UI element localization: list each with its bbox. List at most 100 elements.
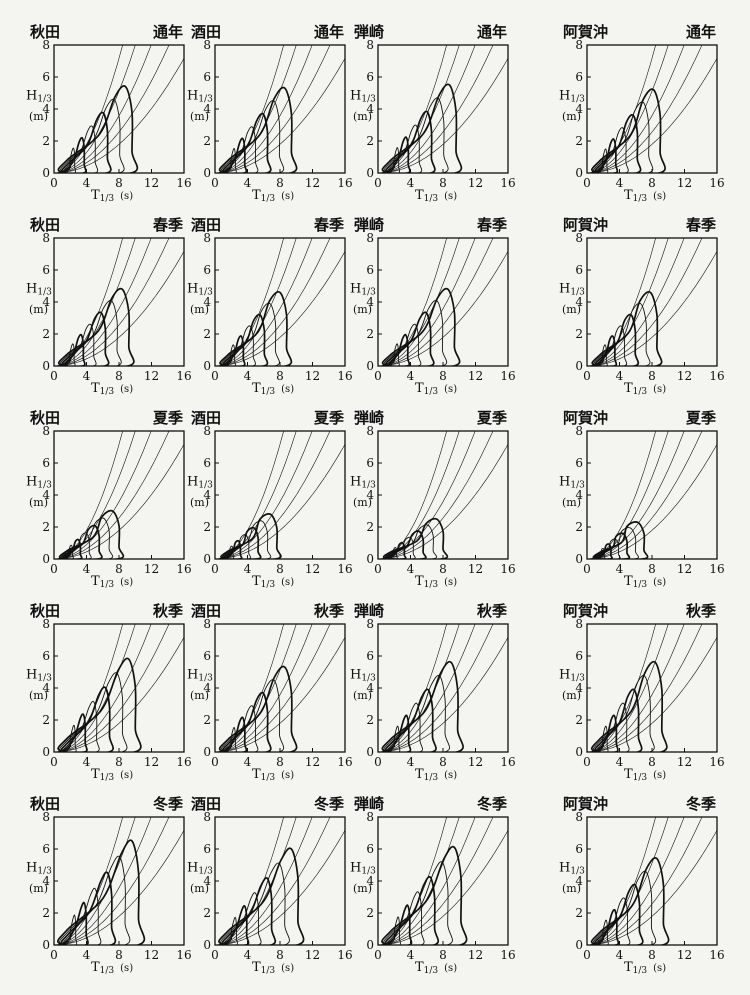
y-tick-label: 4 — [203, 681, 211, 695]
y-tick-label: 8 — [575, 38, 583, 52]
density-contour — [389, 547, 398, 559]
steepness-curve — [587, 431, 669, 559]
season-label: 通年 — [314, 23, 344, 41]
density-contour — [226, 148, 237, 173]
site-label: 秋田 — [30, 409, 60, 427]
y-axis-label: H1/3 — [559, 88, 585, 104]
x-axis-label: T1/3 (s) — [91, 767, 133, 783]
y-axis-unit: (m) — [353, 303, 372, 316]
y-axis-label: H1/3 — [559, 667, 585, 683]
y-axis-label: H1/3 — [187, 88, 213, 104]
steepness-curve — [54, 817, 152, 945]
y-tick-label: 0 — [203, 552, 211, 566]
x-tick-label: 12 — [305, 562, 320, 576]
x-tick-label: 8 — [115, 562, 123, 576]
x-tick-label: 0 — [374, 948, 382, 962]
y-tick-label: 8 — [366, 38, 374, 52]
y-tick-label: 0 — [42, 166, 50, 180]
x-tick-label: 8 — [648, 369, 656, 383]
density-contour — [383, 675, 450, 752]
y-tick-label: 4 — [42, 681, 50, 695]
steepness-curve — [587, 431, 703, 559]
x-tick-label: 4 — [83, 755, 91, 769]
steepness-curve — [587, 58, 717, 173]
y-axis-label: H1/3 — [26, 474, 52, 490]
steepness-curve — [215, 830, 345, 945]
season-label: 冬季 — [153, 795, 183, 813]
site-label: 酒田 — [191, 409, 221, 427]
density-contour — [64, 724, 77, 752]
x-tick-label: 16 — [500, 176, 515, 190]
y-axis-unit: (m) — [190, 689, 209, 702]
y-tick-label: 8 — [366, 810, 374, 824]
site-label: 阿賀沖 — [563, 602, 608, 620]
y-tick-label: 2 — [203, 134, 211, 148]
steepness-curve — [587, 624, 703, 752]
y-tick-label: 6 — [366, 649, 374, 663]
x-tick-label: 4 — [244, 755, 252, 769]
x-tick-label: 12 — [468, 369, 483, 383]
y-tick-label: 2 — [203, 906, 211, 920]
plot-frame — [53, 44, 185, 174]
x-axis-label: T1/3 (s) — [252, 960, 294, 976]
y-axis-unit: (m) — [190, 303, 209, 316]
y-tick-label: 4 — [42, 488, 50, 502]
x-tick-label: 0 — [211, 369, 219, 383]
y-tick-label: 6 — [203, 70, 211, 84]
y-tick-label: 2 — [575, 906, 583, 920]
density-contour — [220, 862, 290, 945]
y-tick-label: 8 — [575, 617, 583, 631]
y-tick-label: 0 — [203, 745, 211, 759]
y-tick-label: 4 — [42, 102, 50, 116]
y-tick-label: 6 — [203, 649, 211, 663]
y-axis-unit: (m) — [353, 689, 372, 702]
density-contour — [598, 547, 606, 559]
y-tick-label: 8 — [575, 424, 583, 438]
x-tick-label: 16 — [709, 948, 724, 962]
x-tick-label: 4 — [244, 369, 252, 383]
steepness-curve — [54, 624, 136, 752]
steepness-curve — [215, 238, 331, 366]
site-label: 秋田 — [30, 23, 60, 41]
y-tick-label: 6 — [366, 456, 374, 470]
steepness-curve — [215, 444, 345, 559]
y-axis-label: H1/3 — [26, 667, 52, 683]
steepness-curve — [54, 624, 170, 752]
x-tick-label: 8 — [439, 562, 447, 576]
x-tick-label: 4 — [244, 562, 252, 576]
steepness-curve — [587, 45, 656, 173]
x-tick-label: 16 — [176, 755, 191, 769]
x-tick-label: 16 — [337, 176, 352, 190]
x-tick-label: 0 — [374, 755, 382, 769]
y-tick-label: 2 — [575, 134, 583, 148]
x-axis-label: T1/3 (s) — [91, 574, 133, 590]
x-tick-label: 16 — [176, 562, 191, 576]
density-contour — [225, 539, 243, 559]
x-tick-label: 16 — [176, 948, 191, 962]
y-tick-label: 6 — [366, 263, 374, 277]
x-tick-label: 16 — [176, 176, 191, 190]
steepness-curve — [54, 624, 123, 752]
x-tick-label: 0 — [50, 948, 58, 962]
y-tick-label: 4 — [203, 874, 211, 888]
y-tick-label: 4 — [366, 295, 374, 309]
x-axis-label: T1/3 (s) — [624, 381, 666, 397]
y-tick-label: 8 — [42, 231, 50, 245]
steepness-curve — [587, 624, 656, 752]
season-label: 夏季 — [313, 409, 344, 427]
y-tick-label: 0 — [203, 166, 211, 180]
y-tick-label: 8 — [575, 231, 583, 245]
y-tick-label: 8 — [203, 38, 211, 52]
x-tick-label: 8 — [115, 369, 123, 383]
x-tick-label: 4 — [407, 755, 415, 769]
x-axis-label: T1/3 (s) — [91, 960, 133, 976]
x-tick-label: 12 — [144, 755, 159, 769]
steepness-curve — [215, 817, 331, 945]
x-tick-label: 8 — [439, 176, 447, 190]
y-tick-label: 2 — [366, 134, 374, 148]
